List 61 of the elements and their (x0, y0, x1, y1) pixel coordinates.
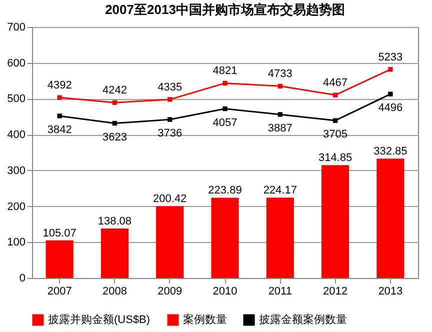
y-tick-label: 700 (7, 22, 26, 34)
point (278, 112, 282, 117)
bar (46, 240, 74, 278)
x-tick-label: 2008 (102, 286, 127, 298)
point (388, 67, 393, 72)
y-tick-label: 500 (7, 93, 26, 106)
point (222, 80, 228, 86)
bar (322, 165, 350, 278)
point (388, 92, 393, 96)
data-label: 4057 (212, 116, 238, 129)
x-tick-label: 2009 (158, 286, 182, 298)
data-label: 4821 (212, 65, 238, 78)
point (278, 84, 282, 88)
y-tick-label: 200 (7, 200, 26, 213)
chart-title: 2007至2013中国并购市场宣布交易趋势图 (105, 2, 345, 17)
data-label: 4733 (268, 68, 292, 80)
point (112, 100, 118, 105)
point (57, 114, 62, 118)
data-label: 4392 (47, 80, 72, 92)
data-label: 4467 (323, 77, 348, 90)
point (112, 120, 118, 126)
point (332, 118, 338, 123)
data-label: 3842 (47, 124, 72, 136)
data-label: 224.17 (263, 184, 297, 197)
point (168, 97, 172, 102)
data-label: 4242 (102, 84, 127, 97)
bar (156, 206, 184, 278)
data-label: 138.08 (98, 215, 132, 228)
bar (266, 198, 294, 278)
y-tick-label: 400 (7, 129, 26, 142)
data-label: 3623 (102, 131, 127, 144)
data-label: 3705 (323, 128, 348, 141)
point (57, 95, 62, 100)
legend-label: 披露并购金额(US$B) (48, 313, 150, 326)
point (222, 106, 228, 112)
data-label: 314.85 (318, 152, 352, 164)
legend-label: 披露金额案例数量 (259, 313, 347, 326)
data-label: 200.42 (153, 193, 187, 206)
bar (211, 198, 239, 278)
bar (100, 228, 128, 278)
y-tick-label: 600 (7, 57, 26, 70)
point (332, 92, 338, 98)
x-tick-label: 2011 (268, 286, 292, 298)
data-label: 4496 (378, 102, 403, 114)
data-label: 332.85 (374, 146, 408, 158)
x-tick-label: 2007 (47, 286, 72, 298)
bar (376, 158, 404, 278)
legend-label: 案例数量 (183, 313, 227, 326)
y-tick-label: 0 (19, 272, 26, 284)
data-label: 105.07 (42, 227, 76, 240)
point (168, 117, 172, 122)
data-label: 5233 (378, 51, 403, 64)
y-tick-label: 300 (7, 164, 26, 177)
data-label: 223.89 (208, 184, 242, 197)
x-tick-label: 2012 (323, 286, 348, 298)
y-tick-label: 100 (7, 236, 26, 249)
x-tick-label: 2010 (212, 286, 238, 298)
data-label: 3887 (268, 122, 292, 134)
x-tick-label: 2013 (378, 286, 403, 298)
data-label: 4335 (158, 81, 182, 94)
data-label: 3736 (158, 128, 182, 140)
